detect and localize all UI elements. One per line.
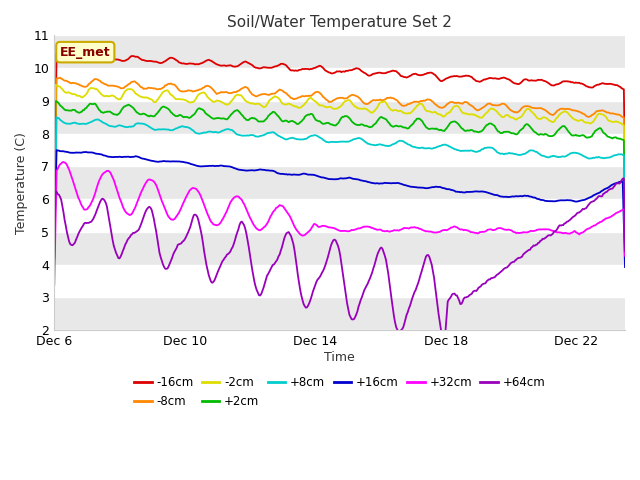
+8cm (323, 139, 330, 145)
+64cm (520, 252, 527, 257)
Bar (54, 298, 625, 330)
Text: EE_met: EE_met (60, 46, 111, 59)
-16cm (326, 70, 334, 75)
+64cm (51, 256, 58, 262)
Bar (54, 232, 625, 264)
+64cm (440, 339, 448, 345)
-2cm (51, 186, 58, 192)
-16cm (621, 164, 629, 169)
+16cm (326, 176, 334, 182)
+8cm (52, 114, 60, 120)
+64cm (620, 175, 628, 181)
Line: +8cm: +8cm (54, 117, 625, 256)
Line: -16cm: -16cm (54, 52, 625, 225)
+32cm (51, 282, 58, 288)
+32cm (326, 225, 334, 230)
-2cm (520, 111, 527, 117)
+64cm (321, 263, 329, 268)
+2cm (326, 121, 334, 127)
+16cm (51, 245, 58, 251)
-2cm (609, 119, 616, 125)
-2cm (391, 107, 399, 113)
+2cm (360, 123, 368, 129)
+16cm (520, 193, 527, 199)
Legend: -16cm, -8cm, -2cm, +2cm, +8cm, +16cm, +32cm, +64cm: -16cm, -8cm, -2cm, +2cm, +8cm, +16cm, +3… (129, 372, 550, 413)
+16cm (609, 182, 616, 188)
X-axis label: Time: Time (324, 351, 355, 364)
+64cm (325, 251, 333, 256)
Line: +32cm: +32cm (54, 162, 625, 285)
-2cm (323, 104, 330, 110)
Line: +16cm: +16cm (54, 150, 625, 267)
+32cm (609, 213, 616, 218)
Line: +2cm: +2cm (54, 101, 625, 226)
-8cm (621, 184, 629, 190)
+2cm (51, 196, 58, 202)
-8cm (360, 100, 368, 106)
-8cm (326, 99, 334, 105)
-8cm (520, 104, 527, 110)
-16cm (520, 77, 527, 83)
Y-axis label: Temperature (C): Temperature (C) (15, 132, 28, 234)
+32cm (391, 228, 399, 233)
Bar (54, 167, 625, 199)
+2cm (323, 120, 330, 126)
-16cm (51, 222, 58, 228)
+16cm (621, 264, 629, 270)
-16cm (360, 70, 368, 76)
+2cm (621, 223, 629, 228)
Title: Soil/Water Temperature Set 2: Soil/Water Temperature Set 2 (227, 15, 452, 30)
-8cm (56, 75, 64, 81)
+32cm (621, 253, 629, 259)
-2cm (621, 213, 629, 219)
+8cm (609, 154, 616, 159)
-2cm (326, 104, 334, 109)
+64cm (390, 313, 398, 319)
+8cm (391, 141, 399, 146)
+8cm (621, 213, 629, 218)
+32cm (520, 229, 527, 235)
+16cm (360, 178, 368, 184)
+32cm (360, 224, 368, 229)
+32cm (323, 224, 330, 229)
+64cm (621, 248, 629, 254)
+64cm (609, 186, 616, 192)
-8cm (51, 235, 58, 240)
Line: +64cm: +64cm (54, 178, 625, 342)
-2cm (52, 82, 60, 88)
-16cm (58, 49, 65, 55)
+16cm (391, 180, 399, 186)
+64cm (359, 291, 367, 297)
+16cm (323, 176, 330, 181)
+8cm (520, 151, 527, 157)
-16cm (323, 68, 330, 74)
-8cm (323, 97, 330, 103)
Line: -8cm: -8cm (54, 78, 625, 238)
-16cm (391, 68, 399, 74)
+16cm (52, 147, 60, 153)
Bar (54, 101, 625, 133)
+32cm (60, 159, 67, 165)
-16cm (609, 82, 616, 87)
-2cm (360, 106, 368, 111)
Bar (54, 36, 625, 68)
+8cm (360, 138, 368, 144)
+2cm (520, 125, 527, 131)
-8cm (609, 110, 616, 116)
+8cm (51, 253, 58, 259)
+2cm (609, 135, 616, 141)
+2cm (391, 123, 399, 129)
+8cm (326, 139, 334, 145)
-8cm (391, 96, 399, 102)
+2cm (52, 98, 60, 104)
Line: -2cm: -2cm (54, 85, 625, 216)
